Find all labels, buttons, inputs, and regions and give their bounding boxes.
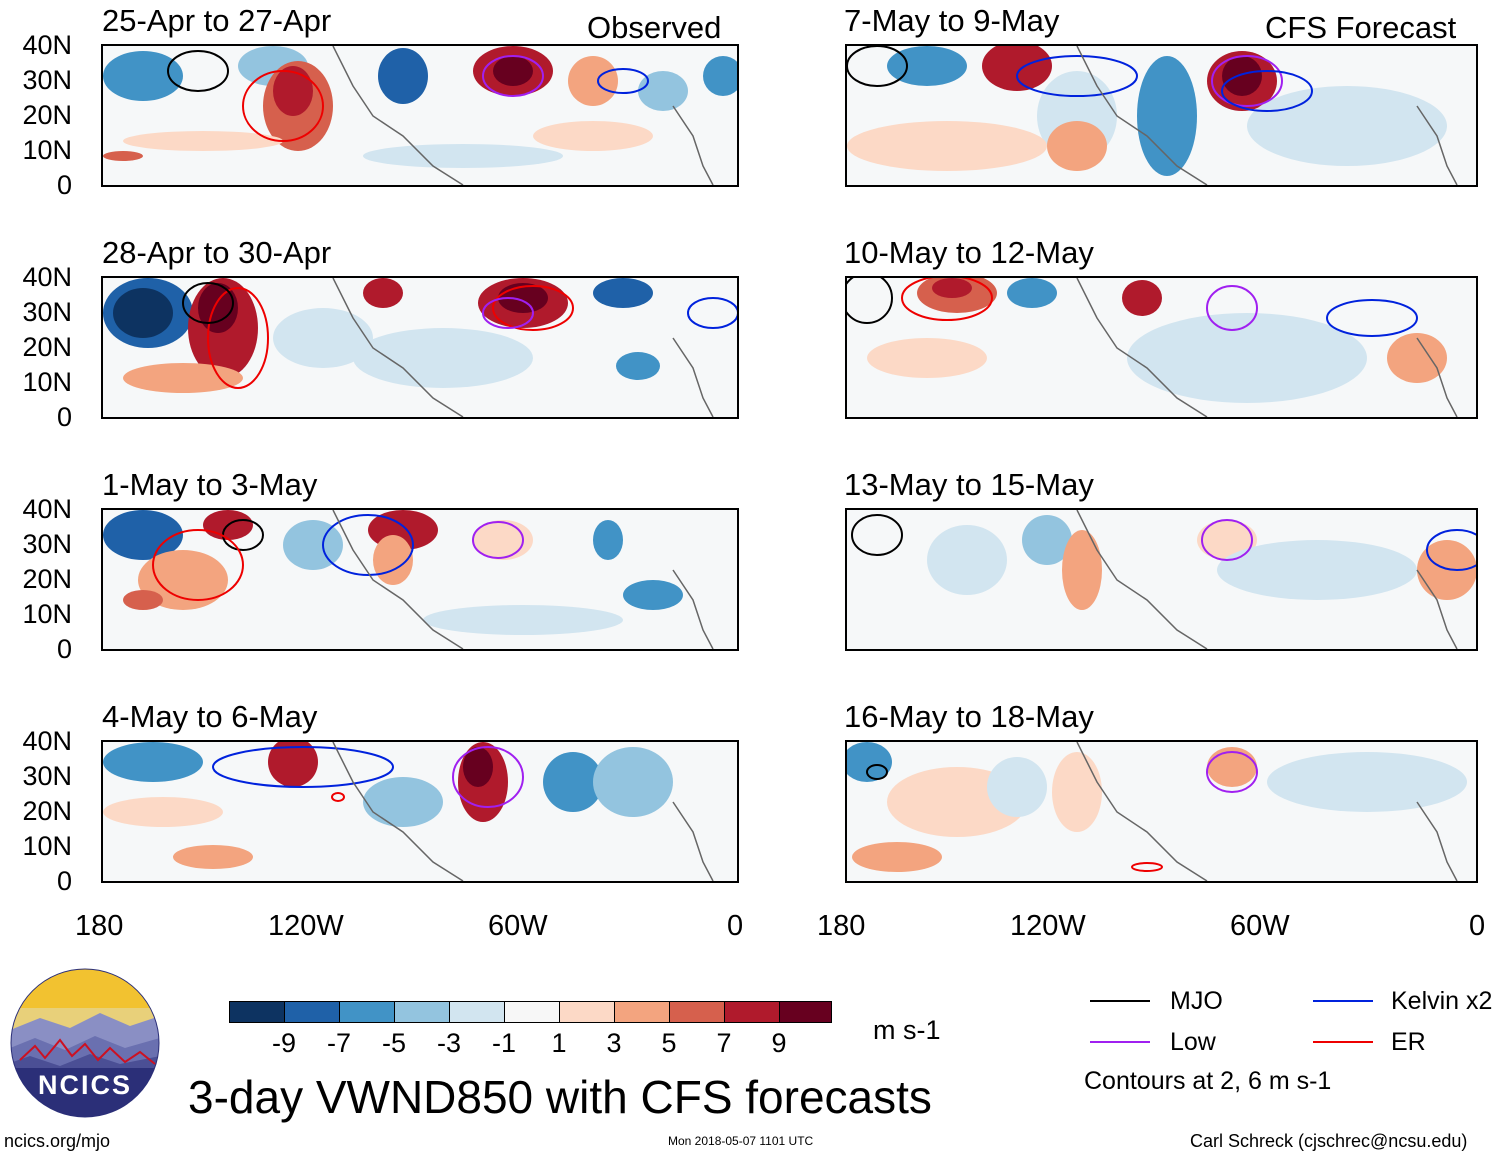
ncics-logo: NCICS <box>10 968 160 1118</box>
colorbar-cell <box>504 1001 560 1023</box>
colorbar-tick: -5 <box>381 1028 406 1058</box>
legend-note: Contours at 2, 6 m s-1 <box>1084 1067 1332 1095</box>
colorbar-cell <box>614 1001 670 1023</box>
colorbar-tick: -7 <box>326 1028 351 1058</box>
legend-label-low: Low <box>1170 1028 1216 1056</box>
colorbar-units: m s-1 <box>873 1015 941 1045</box>
colorbar-tick: -3 <box>436 1028 461 1058</box>
map-field <box>847 278 1458 417</box>
lon-label: 60W <box>488 910 548 942</box>
lat-label: 30N <box>22 297 72 327</box>
map-panel-left-2 <box>101 276 739 419</box>
lat-label: 20N <box>22 100 72 130</box>
map-field <box>851 510 1476 649</box>
colorbar-cell <box>669 1001 725 1023</box>
lon-label: 180 <box>817 910 866 942</box>
lat-label: 30N <box>22 761 72 791</box>
colorbar-tick: 1 <box>551 1028 567 1058</box>
map-field <box>847 46 1458 185</box>
panel-title-right-4: 16-May to 18-May <box>844 699 1094 734</box>
lat-label: 40N <box>22 494 72 524</box>
map-panel-left-3 <box>101 508 739 651</box>
colorbar-cell <box>779 1001 832 1023</box>
lat-label: 20N <box>22 796 72 826</box>
colorbar-cell <box>449 1001 505 1023</box>
colorbar-cell <box>229 1001 285 1023</box>
footer-url[interactable]: ncics.org/mjo <box>4 1131 111 1151</box>
lat-label: 0 <box>56 402 72 432</box>
lat-label: 30N <box>22 529 72 559</box>
colorbar-cell <box>284 1001 340 1023</box>
main-title: 3-day VWND850 with CFS forecasts <box>188 1071 932 1123</box>
lat-label: 0 <box>56 634 72 664</box>
colorbar-cell <box>724 1001 780 1023</box>
panel-title-right-1: 7-May to 9-May <box>844 3 1060 38</box>
panel-title-right-2: 10-May to 12-May <box>844 235 1094 270</box>
lat-label: 0 <box>56 866 72 896</box>
lat-label: 10N <box>22 367 72 397</box>
lat-label: 40N <box>22 30 72 60</box>
logo-text: NCICS <box>37 1070 132 1100</box>
lon-label: 0 <box>727 910 744 942</box>
colorbar-tick: 5 <box>661 1028 677 1058</box>
forecast-label: CFS Forecast <box>1265 10 1457 45</box>
colorbar-tick: 9 <box>771 1028 787 1058</box>
lon-label: 60W <box>1230 910 1290 942</box>
map-field <box>103 742 714 881</box>
lat-label: 10N <box>22 831 72 861</box>
map-panel-right-4 <box>845 740 1478 883</box>
lat-label: 40N <box>22 262 72 292</box>
lon-label: 180 <box>75 910 124 942</box>
map-panel-right-1 <box>845 44 1478 187</box>
colorbar-cell <box>339 1001 395 1023</box>
lon-label: 120W <box>268 910 344 942</box>
panel-title-left-3: 1-May to 3-May <box>102 467 318 502</box>
colorbar-tick: 3 <box>606 1028 622 1058</box>
map-field <box>103 510 714 649</box>
panel-title-left-2: 28-Apr to 30-Apr <box>102 235 332 270</box>
colorbar-tick: -1 <box>491 1028 516 1058</box>
legend-line-mjo <box>1090 1000 1150 1002</box>
panel-title-left-1: 25-Apr to 27-Apr <box>102 3 332 38</box>
colorbar-cell <box>394 1001 450 1023</box>
map-panel-right-3 <box>845 508 1478 651</box>
observed-label: Observed <box>587 10 722 45</box>
panel-title-right-3: 13-May to 15-May <box>844 467 1094 502</box>
lat-label: 20N <box>22 332 72 362</box>
map-field <box>847 742 1467 881</box>
legend-line-kelvin <box>1313 1000 1373 1002</box>
colorbar-tick: -9 <box>271 1028 296 1058</box>
lat-label: 10N <box>22 599 72 629</box>
map-panel-left-4 <box>101 740 739 883</box>
colorbar-tick: 7 <box>716 1028 732 1058</box>
legend-label-mjo: MJO <box>1170 987 1223 1015</box>
lat-label: 0 <box>56 170 72 200</box>
legend-label-er: ER <box>1391 1028 1426 1056</box>
footer-timestamp: Mon 2018-05-07 1101 UTC <box>668 1134 814 1148</box>
panel-title-left-4: 4-May to 6-May <box>102 699 318 734</box>
map-panel-left-1 <box>101 44 739 187</box>
ncics-logo-icon <box>10 968 160 1118</box>
legend-line-low <box>1090 1041 1150 1043</box>
map-field <box>103 278 737 417</box>
lat-label: 20N <box>22 564 72 594</box>
lat-label: 40N <box>22 726 72 756</box>
colorbar-cell <box>559 1001 615 1023</box>
legend-label-kelvin: Kelvin x2 <box>1391 987 1493 1015</box>
lat-label: 30N <box>22 65 72 95</box>
map-field <box>103 46 737 185</box>
colorbar <box>229 1001 832 1023</box>
lon-label: 120W <box>1010 910 1086 942</box>
lon-label: 0 <box>1469 910 1486 942</box>
footer-author: Carl Schreck (cjschrec@ncsu.edu) <box>1190 1131 1468 1151</box>
lat-label: 10N <box>22 135 72 165</box>
map-panel-right-2 <box>845 276 1478 419</box>
legend-line-er <box>1313 1041 1373 1043</box>
